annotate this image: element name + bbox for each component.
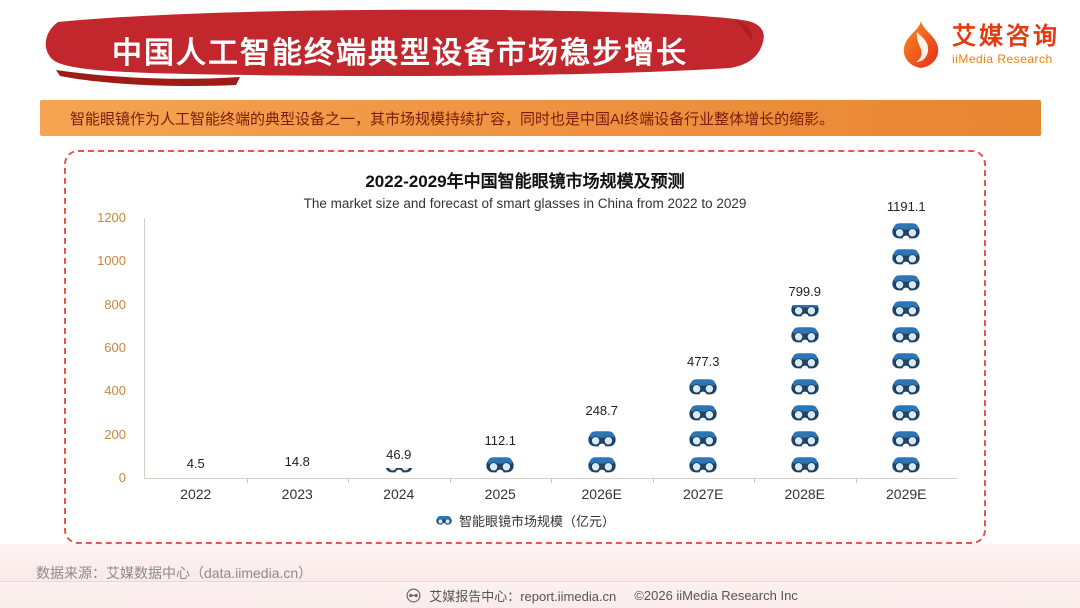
- value-label: 477.3: [686, 353, 720, 369]
- pictogram-stack: [586, 424, 618, 478]
- plot-area: 4.5 2022 14.8 2023 46.9 2024 112.1 2025 248.7 202…: [144, 199, 958, 502]
- glasses-pictogram-icon: [586, 428, 618, 452]
- x-axis-tick: [449, 478, 451, 483]
- value-label: 1191.1: [886, 198, 926, 214]
- glasses-pictogram-icon: [687, 402, 719, 426]
- x-axis-tick: [551, 478, 552, 483]
- glasses-pictogram-icon: [890, 220, 922, 244]
- category-label: 2026E: [581, 486, 622, 502]
- glasses-pictogram-icon: [890, 298, 922, 322]
- glasses-pictogram-icon: [789, 324, 821, 348]
- y-tick-label: 800: [104, 296, 126, 312]
- category-label: 2028E: [784, 486, 825, 502]
- glasses-legend-icon: [436, 515, 452, 527]
- pictogram-stack: [687, 375, 719, 478]
- chart-subtitle: The market size and forecast of smart gl…: [303, 196, 747, 211]
- glasses-pictogram-icon: [890, 428, 922, 452]
- copyright-text: ©2026 iiMedia Research Inc: [634, 587, 798, 603]
- y-tick-label: 600: [104, 340, 126, 355]
- pictogram-stack: [180, 477, 212, 478]
- data-source-note: 数据来源：艾媒数据中心（data.iimedia.cn）: [36, 565, 313, 581]
- glasses-pictogram-icon: [890, 324, 922, 348]
- bar-2029E: 1191.1 2029E: [856, 199, 958, 502]
- category-label: 2027E: [683, 486, 724, 502]
- y-tick-label: 200: [104, 426, 126, 442]
- value-label: 248.7: [585, 403, 619, 419]
- key-insight-banner: 智能眼镜作为人工智能终端的典型设备之一，其市场规模持续扩容，同时也是中国AI终端…: [40, 100, 1041, 136]
- glasses-pictogram-icon: [789, 350, 821, 374]
- glasses-pictogram-icon: [789, 454, 821, 478]
- glasses-pictogram-icon: [890, 376, 922, 400]
- pictogram-stack: [789, 304, 821, 478]
- x-axis-tick: [652, 478, 654, 483]
- glasses-pictogram-icon: [687, 454, 719, 478]
- glasses-pictogram-icon: [484, 454, 516, 478]
- report-center-icon: [406, 588, 421, 602]
- value-label: 46.9: [386, 446, 412, 462]
- glasses-pictogram-icon: [890, 402, 922, 426]
- footer-bar: 艾媒报告中心：report.iimedia.cn ©2026 iiMedia R…: [0, 581, 1080, 608]
- category-label: 2024: [383, 486, 415, 502]
- x-axis-tick: [754, 478, 755, 483]
- glasses-pictogram-icon: [789, 304, 821, 322]
- glasses-pictogram-icon: [890, 454, 922, 478]
- bar-2024: 46.9 2024: [348, 218, 450, 502]
- pictogram-stack: [484, 454, 516, 478]
- glasses-pictogram-icon: [890, 272, 922, 296]
- glasses-pictogram-icon: [281, 474, 313, 478]
- glasses-pictogram-icon: [180, 477, 212, 478]
- glasses-pictogram-icon: [687, 376, 719, 400]
- glasses-pictogram-icon: [789, 428, 821, 452]
- flame-logo-icon: [903, 21, 939, 68]
- chart-legend: 智能眼镜市场规模（亿元）: [66, 511, 984, 530]
- header-banner: 中国人工智能终端典型设备市场稳步增长: [28, 4, 772, 90]
- bar-2028E: 799.9 2028E: [754, 218, 856, 502]
- report-center-text: 艾媒报告中心：report.iimedia.cn: [429, 588, 617, 604]
- y-tick-label: 1200: [97, 210, 126, 225]
- brand-name-en: iiMedia Research: [952, 52, 1053, 67]
- value-label: 112.1: [484, 432, 517, 448]
- y-axis-labels: 0 200 400 600 800 1000 1200: [66, 210, 136, 485]
- glasses-pictogram-icon: [890, 246, 922, 270]
- pictogram-stack: [383, 467, 415, 478]
- pictogram-stack: [281, 474, 313, 478]
- bottom-strip: [0, 544, 1080, 608]
- brand-logo: 艾媒咨询 iiMedia Research: [899, 20, 1060, 70]
- y-tick-label: 1000: [97, 253, 126, 269]
- page-title: 中国人工智能终端典型设备市场稳步增长: [112, 37, 688, 70]
- x-axis-tick: [348, 478, 349, 483]
- x-axis-tick: [855, 478, 857, 483]
- glasses-pictogram-icon: [890, 350, 922, 374]
- category-label: 2029E: [886, 486, 927, 502]
- brand-name-cn: 艾媒咨询: [952, 22, 1060, 50]
- value-label: 799.9: [788, 283, 822, 299]
- chart-title: 2022-2029年中国智能眼镜市场规模及预测: [365, 172, 685, 191]
- value-label: 4.5: [186, 456, 205, 472]
- category-label: 2025: [484, 486, 516, 502]
- x-axis-tick: [246, 478, 248, 483]
- glasses-pictogram-icon: [687, 428, 719, 452]
- bar-2027E: 477.3 2027E: [653, 218, 755, 502]
- glasses-pictogram-icon: [789, 376, 821, 400]
- value-label: 14.8: [284, 453, 310, 469]
- legend-label: 智能眼镜市场规模（亿元）: [458, 514, 615, 529]
- glasses-pictogram-icon: [383, 467, 415, 478]
- glasses-pictogram-icon: [789, 402, 821, 426]
- y-tick-label: 400: [104, 383, 126, 399]
- pictogram-stack: [890, 220, 922, 478]
- brush-stroke-graphic: [45, 9, 764, 86]
- glasses-pictogram-icon: [586, 454, 618, 478]
- bar-2023: 14.8 2023: [247, 218, 349, 502]
- bar-2025: 112.1 2025: [450, 218, 552, 502]
- y-tick-label: 0: [118, 470, 126, 485]
- category-label: 2022: [180, 486, 212, 502]
- glasses-pictogram-icon: [586, 424, 618, 426]
- bar-2022: 4.5 2022: [145, 218, 247, 502]
- category-label: 2023: [281, 486, 313, 502]
- chart-frame: 2022-2029年中国智能眼镜市场规模及预测 The market size …: [64, 150, 986, 544]
- bar-2026E: 248.7 2026E: [551, 218, 653, 502]
